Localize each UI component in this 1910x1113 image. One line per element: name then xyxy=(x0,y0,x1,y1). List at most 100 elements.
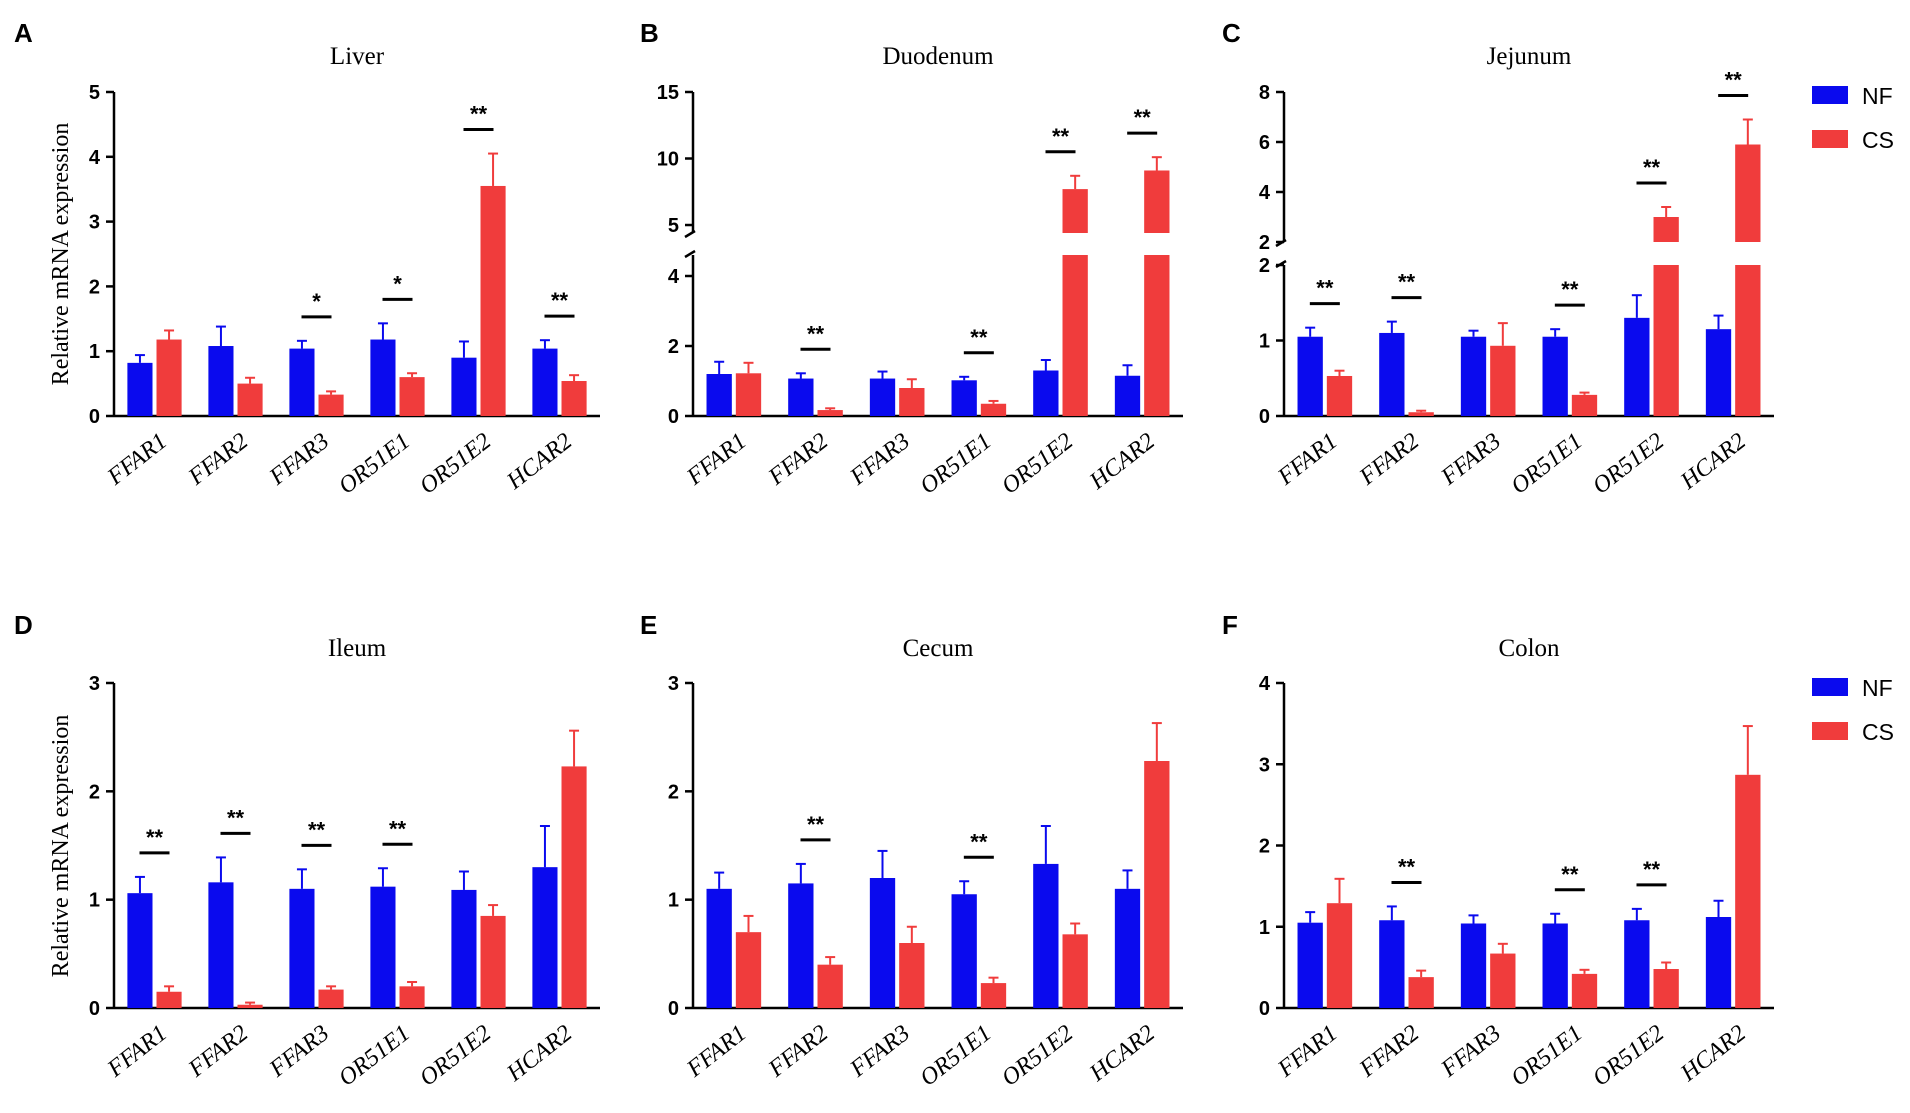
category-label: HCAR2 xyxy=(1675,1020,1751,1087)
category-label: OR51E2 xyxy=(1588,1020,1669,1091)
bar-nf-ffar3 xyxy=(869,378,896,416)
bar-nf-ffar2 xyxy=(208,346,234,416)
bar-nf-or51e2 xyxy=(1033,370,1059,416)
bar-nf-hcar2 xyxy=(1114,888,1141,1008)
y-tick-label: 2 xyxy=(89,276,100,298)
significance-marker: ** xyxy=(1398,270,1416,295)
panel-a: A Liver Relative mRNA expression 0 1 2 3 4 5 FFAR… xyxy=(14,18,600,500)
bar-cs-or51e2 xyxy=(1062,934,1088,1008)
category-label: HCAR2 xyxy=(1084,428,1160,495)
y-tick-label: 3 xyxy=(668,673,679,695)
significance-marker: ** xyxy=(1643,857,1661,882)
chart-title: Ileum xyxy=(328,635,387,662)
bar-cs-hcar2 xyxy=(1735,265,1761,416)
bar-cs-or51e2 xyxy=(480,915,506,1008)
legend-label-nf: NF xyxy=(1862,83,1893,109)
axis-break-mark xyxy=(684,229,696,239)
bar-cs-ffar3 xyxy=(1490,953,1516,1008)
y-tick-label: 0 xyxy=(1259,406,1270,428)
chart-title: Colon xyxy=(1498,635,1560,662)
bar-cs-hcar2 xyxy=(1144,170,1170,233)
panel-label: E xyxy=(640,610,657,640)
bar-cs-ffar3 xyxy=(318,394,344,416)
chart-title: Liver xyxy=(330,43,385,70)
bar-nf-ffar2 xyxy=(208,882,234,1008)
bar-cs-or51e2 xyxy=(1653,217,1679,242)
bar-cs-ffar3 xyxy=(318,989,344,1008)
bar-nf-or51e2 xyxy=(451,357,477,416)
bar-nf-ffar1 xyxy=(1297,336,1323,416)
bar-nf-ffar2 xyxy=(1379,920,1405,1008)
bar-cs-or51e1 xyxy=(1571,973,1598,1008)
bar-nf-ffar2 xyxy=(788,378,814,416)
y-tick-label: 0 xyxy=(1259,998,1270,1020)
y-tick-label: 4 xyxy=(1259,673,1271,695)
bar-nf-ffar2 xyxy=(1379,332,1405,416)
bar-cs-ffar1 xyxy=(735,932,762,1008)
panel-label: C xyxy=(1222,18,1241,48)
category-label: OR51E2 xyxy=(997,428,1078,499)
significance-marker: ** xyxy=(1643,155,1661,180)
bar-nf-ffar2 xyxy=(788,883,814,1008)
category-label: OR51E1 xyxy=(915,428,996,499)
bar-nf-hcar2 xyxy=(1114,375,1141,416)
bar-cs-ffar1 xyxy=(156,991,182,1008)
bar-nf-or51e1 xyxy=(951,380,977,416)
panel-b: B Duodenum 0 2 4 5 10 15 FFAR1 ** FFAR2 FFAR3 ** OR51… xyxy=(640,18,1183,500)
legend-swatch-cs xyxy=(1812,130,1848,148)
significance-marker: * xyxy=(393,271,402,296)
category-label: FFAR3 xyxy=(264,428,334,491)
legend-swatch-nf xyxy=(1812,86,1848,104)
y-tick-label: 4 xyxy=(668,266,680,288)
y-tick-label: 2 xyxy=(1259,232,1270,254)
category-label: FFAR3 xyxy=(264,1020,334,1083)
legend-swatch-cs xyxy=(1812,722,1848,740)
category-label: FFAR3 xyxy=(845,1020,915,1083)
y-tick-label: 0 xyxy=(89,998,100,1020)
bar-nf-ffar1 xyxy=(1297,922,1323,1008)
y-tick-label: 6 xyxy=(1259,132,1270,154)
category-label: FFAR1 xyxy=(1273,1020,1343,1083)
bar-nf-or51e2 xyxy=(451,889,477,1008)
y-tick-label: 5 xyxy=(89,82,100,104)
category-label: OR51E1 xyxy=(1506,428,1587,499)
category-label: FFAR3 xyxy=(1436,428,1506,491)
bar-cs-or51e1 xyxy=(399,377,425,416)
bar-nf-hcar2 xyxy=(1705,329,1732,416)
significance-marker: ** xyxy=(1561,277,1579,302)
significance-marker: ** xyxy=(1725,68,1743,93)
legend: NF CS xyxy=(1812,675,1894,745)
bar-cs-hcar2 xyxy=(561,766,587,1008)
significance-marker: ** xyxy=(389,816,407,841)
bar-cs-hcar2 xyxy=(1144,255,1170,416)
significance-marker: ** xyxy=(1052,124,1070,149)
y-tick-label: 1 xyxy=(668,890,679,912)
bar-nf-ffar1 xyxy=(706,374,732,416)
bar-cs-or51e1 xyxy=(399,986,425,1008)
y-tick-label: 3 xyxy=(89,673,100,695)
bar-cs-ffar3 xyxy=(1490,345,1516,416)
bar-cs-or51e1 xyxy=(1571,394,1598,416)
legend-label-cs: CS xyxy=(1862,127,1894,153)
bar-nf-ffar3 xyxy=(1460,336,1487,416)
bar-cs-ffar1 xyxy=(1326,375,1353,416)
bar-cs-ffar2 xyxy=(237,1004,263,1008)
bar-nf-or51e2 xyxy=(1624,317,1650,416)
bar-cs-ffar2 xyxy=(1408,412,1434,416)
bar-nf-or51e2 xyxy=(1624,920,1650,1008)
significance-marker: * xyxy=(312,289,321,314)
y-tick-label: 0 xyxy=(668,406,679,428)
bar-cs-or51e1 xyxy=(980,403,1007,416)
y-tick-label: 2 xyxy=(668,781,679,803)
category-label: FFAR3 xyxy=(845,428,915,491)
bar-nf-or51e1 xyxy=(370,339,396,416)
legend-label-nf: NF xyxy=(1862,675,1893,701)
significance-marker: ** xyxy=(227,805,245,830)
y-tick-label: 8 xyxy=(1259,82,1270,104)
bar-nf-or51e1 xyxy=(370,886,396,1008)
bar-nf-hcar2 xyxy=(532,348,558,416)
significance-marker: ** xyxy=(970,829,988,854)
panel-c: C Jejunum 0 1 22 4 6 8 ** FFAR1 ** FFAR2 FFAR3 ** OR51… xyxy=(1222,18,1774,500)
panel-d: D Ileum Relative mRNA expression 0 1 2 3 ** FFAR… xyxy=(14,610,600,1092)
